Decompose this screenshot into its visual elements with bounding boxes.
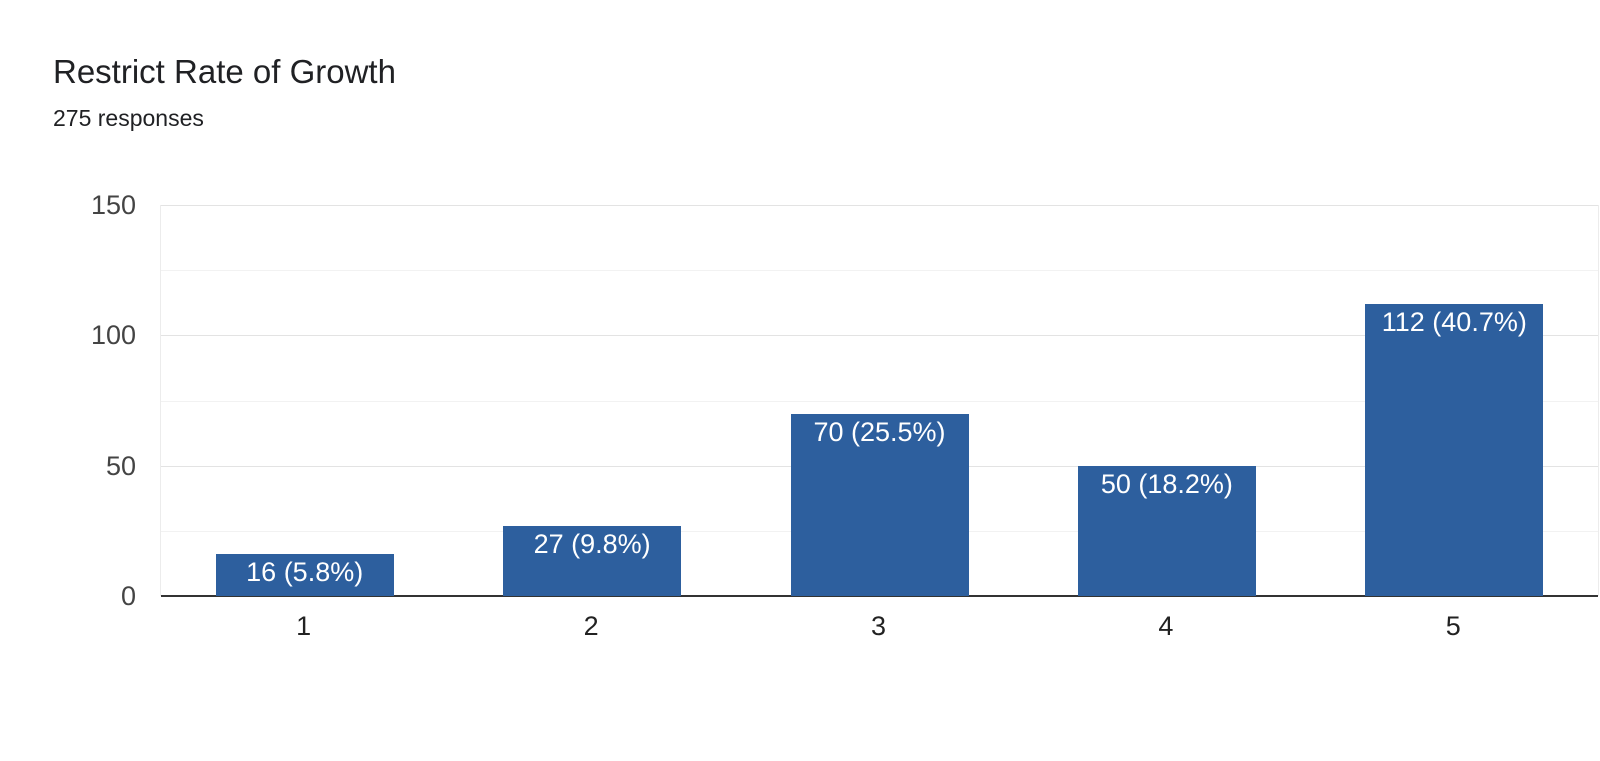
chart-title: Restrict Rate of Growth (53, 53, 396, 90)
bar-value-label: 16 (5.8%) (246, 557, 364, 588)
bar-value-label: 112 (40.7%) (1381, 307, 1527, 338)
gridline-minor-125 (161, 270, 1598, 272)
bar-5: 112 (40.7%) (1365, 304, 1544, 596)
bar-2: 27 (9.8%) (503, 525, 682, 596)
gridline-major-100 (161, 335, 1598, 337)
bar-value-label: 50 (18.2%) (1100, 468, 1233, 499)
x-axis-label-2: 2 (583, 611, 599, 641)
bar-4: 50 (18.2%) (1077, 465, 1256, 596)
y-axis-label-50: 50 (105, 450, 136, 481)
bar-value-label: 70 (25.5%) (813, 416, 946, 447)
y-axis-label-100: 100 (90, 320, 136, 351)
x-axis-label-1: 1 (296, 611, 312, 641)
y-axis-label-150: 150 (90, 190, 136, 220)
x-axis-label-5: 5 (1445, 611, 1461, 641)
response-count: 275 responses (53, 105, 204, 131)
gridline-minor-75 (161, 400, 1598, 402)
bar-1: 16 (5.8%) (215, 554, 394, 596)
x-axis-baseline (161, 595, 1598, 597)
gridline-major-150 (161, 205, 1598, 206)
x-axis-label-4: 4 (1158, 611, 1174, 641)
bar-value-label: 27 (9.8%) (533, 528, 651, 559)
bar-3: 70 (25.5%) (790, 413, 969, 596)
plot-area: 16 (5.8%) 27 (9.8%) 70 (25.5%) 50 (18.2%) 11… (160, 205, 1599, 597)
x-axis-label-3: 3 (870, 611, 886, 641)
y-axis-label-0: 0 (120, 581, 136, 611)
